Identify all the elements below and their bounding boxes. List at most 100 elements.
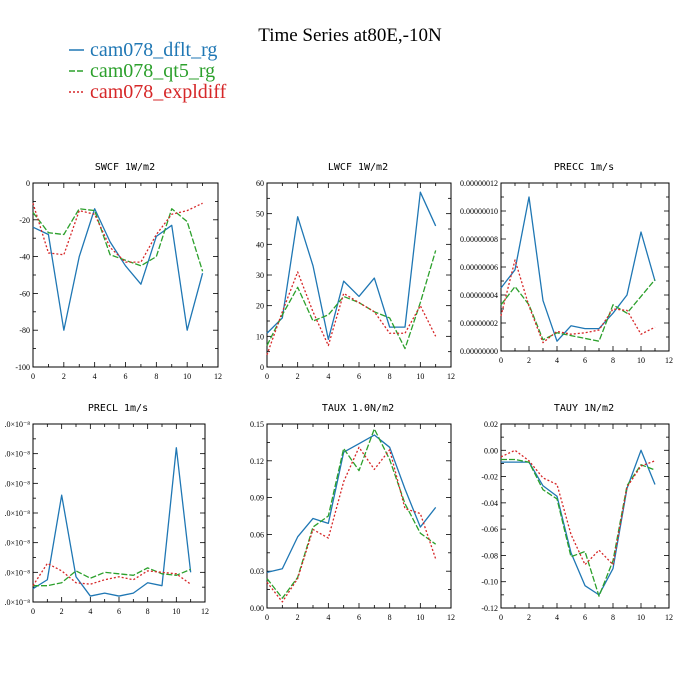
x-tick-label: 0	[265, 613, 269, 622]
series-line-1	[33, 567, 191, 587]
x-tick-label: 8	[388, 372, 392, 381]
chart-panel-1: LWCF 1W/m2 0 2 4 6 8 10 12 0 10 20 30 40 50 60	[256, 162, 455, 381]
y-tick-label: 0.00000000	[460, 347, 498, 356]
y-tick-label: -0.06	[481, 525, 498, 534]
panel-title: SWCF 1W/m2	[95, 162, 155, 173]
x-tick-label: 10	[183, 372, 191, 381]
y-tick-label: 0	[26, 179, 30, 188]
plot-frame	[266, 182, 452, 368]
x-tick-label: 2	[296, 613, 300, 622]
x-tick-label: 12	[201, 607, 209, 616]
x-tick-label: 0	[31, 607, 35, 616]
x-tick-label: 4	[555, 356, 559, 365]
x-tick-label: 6	[583, 356, 587, 365]
x-tick-label: 6	[124, 372, 128, 381]
series-line-0	[501, 449, 656, 596]
x-tick-label: 2	[62, 372, 66, 381]
panel-title: PRECL 1m/s	[88, 403, 148, 414]
x-tick-label: 0	[499, 613, 503, 622]
x-tick-label: 10	[416, 372, 424, 381]
x-tick-label: 8	[388, 613, 392, 622]
series-line-2	[500, 449, 656, 566]
y-tick-label: .0×10⁻⁸	[4, 479, 30, 488]
series-line-2	[266, 271, 437, 355]
y-tick-label: -40	[19, 253, 30, 262]
panel-title: PRECC 1m/s	[554, 162, 614, 173]
y-tick-label: -0.12	[481, 604, 498, 613]
y-tick-label: 10	[256, 332, 264, 341]
plot-frame	[500, 423, 670, 609]
y-tick-label: 0.00000010	[460, 207, 498, 216]
x-tick-label: 8	[154, 372, 158, 381]
x-tick-label: 10	[416, 613, 424, 622]
plot-frame	[266, 423, 452, 609]
chart-panel-5: TAUY 1N/m2 0 2 4 6 8 10 12 0.02 0.00 -0.02 -0.04 -0.…	[481, 403, 673, 622]
legend-label-2: cam078_expldiff	[90, 81, 227, 103]
panel-title: LWCF 1W/m2	[328, 162, 388, 173]
y-tick-label: 60	[256, 179, 264, 188]
x-tick-label: 0	[31, 372, 35, 381]
series-line-1	[501, 458, 656, 597]
y-tick-label: 0	[260, 363, 264, 372]
y-tick-label: .0×10⁻⁸	[4, 509, 30, 518]
x-tick-label: 4	[326, 613, 330, 622]
x-tick-label: 4	[88, 607, 92, 616]
chart-panel-4: TAUX 1.0N/m2 0 2 4 6 8 10 12 0.00 0.03 0.06 0.09 0.1…	[250, 403, 455, 622]
y-tick-label: 0.00000012	[460, 179, 498, 188]
series-line-1	[266, 428, 437, 599]
x-tick-label: 12	[447, 372, 455, 381]
y-tick-label: -100	[15, 363, 30, 372]
x-tick-label: 12	[214, 372, 222, 381]
y-tick-label: -0.04	[481, 499, 498, 508]
y-tick-label: .0×10⁻⁸	[4, 539, 30, 548]
series-line-2	[32, 202, 203, 263]
y-tick-label: 0.00000002	[460, 319, 498, 328]
y-tick-label: 40	[256, 240, 264, 249]
series-line-2	[266, 446, 437, 603]
y-tick-label: -20	[19, 216, 30, 225]
y-tick-label: -80	[19, 326, 30, 335]
y-tick-label: -0.08	[481, 551, 498, 560]
y-tick-label: 30	[256, 271, 264, 280]
x-tick-label: 6	[583, 613, 587, 622]
y-tick-label: 0.00000006	[460, 263, 498, 272]
chart-panels: SWCF 1W/m2 0 2 4 6 8 10 12 0 -20 -40 -60 -80 -100 LWCF…	[4, 162, 673, 622]
x-tick-label: 2	[296, 372, 300, 381]
y-tick-label: -0.10	[481, 578, 498, 587]
plot-frame	[32, 182, 219, 368]
series-line-0	[266, 434, 437, 574]
y-tick-label: -60	[19, 289, 30, 298]
x-tick-label: 8	[611, 613, 615, 622]
series-line-2	[500, 259, 656, 344]
y-tick-label: 0.03	[250, 567, 264, 576]
x-tick-label: 10	[172, 607, 180, 616]
y-tick-label: 0.00000008	[460, 235, 498, 244]
x-tick-label: 4	[93, 372, 97, 381]
x-tick-label: 8	[146, 607, 150, 616]
series-line-2	[32, 562, 192, 587]
x-tick-label: 6	[357, 613, 361, 622]
series-line-1	[266, 250, 437, 350]
y-tick-label: .0×10⁻⁸	[4, 598, 30, 607]
x-tick-label: 12	[447, 613, 455, 622]
x-tick-label: 6	[117, 607, 121, 616]
chart-panel-2: PRECC 1m/s 0 2 4 6 8 10 12 0.00000000 0.00000002 0…	[460, 162, 673, 365]
y-tick-label: .0×10⁻⁸	[4, 568, 30, 577]
figure-title: Time Series at80E,-10N	[258, 25, 442, 46]
y-tick-label: 0.12	[250, 457, 264, 466]
x-tick-label: 6	[357, 372, 361, 381]
panel-title: TAUY 1N/m2	[554, 403, 614, 414]
series-line-0	[32, 208, 204, 331]
y-tick-label: 0.02	[484, 420, 498, 429]
legend-label-0: cam078_dflt_rg	[90, 39, 217, 61]
x-tick-label: 2	[527, 356, 531, 365]
y-tick-label: 20	[256, 302, 264, 311]
x-tick-label: 2	[527, 613, 531, 622]
chart-panel-3: PRECL 1m/s 0 2 4 6 8 10 12 .0×10⁻⁸ .0×10⁻⁸ .0×10⁻⁸…	[4, 403, 209, 616]
y-tick-label: 0.00	[484, 446, 498, 455]
x-tick-label: 8	[611, 356, 615, 365]
x-tick-label: 10	[637, 613, 645, 622]
y-tick-label: 0.15	[250, 420, 264, 429]
y-tick-label: .0×10⁻⁸	[4, 450, 30, 459]
